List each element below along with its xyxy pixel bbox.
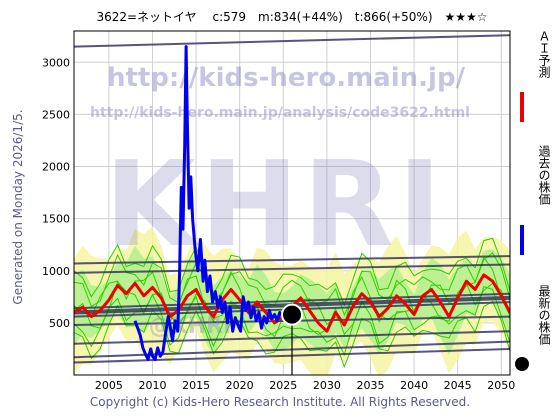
- legend-latest: 最新の株価: [515, 285, 551, 380]
- legend-ai-label: ＡＩ予測: [537, 30, 551, 78]
- y-tick-label: 500: [49, 317, 70, 330]
- y-tick-label: 2000: [42, 161, 70, 174]
- series-past-price: [133, 45, 293, 361]
- x-tick-label: 2015: [182, 379, 210, 392]
- y-tick-label: 1000: [42, 265, 70, 278]
- x-tick-label: 2020: [226, 379, 254, 392]
- legend-past-swatch: [520, 225, 524, 255]
- x-tick-label: 2050: [487, 379, 515, 392]
- x-tick-label: 2025: [269, 379, 297, 392]
- watermark-logo: KHRI: [105, 135, 446, 273]
- axes: 2005 2010 2015 2020 2025 2030 2035 2040 2045 2050…: [42, 56, 515, 392]
- watermark-url-main: http://kids-hero.main.jp/: [107, 63, 466, 93]
- generated-date: Generated on Monday 2026/1/5.: [11, 109, 25, 305]
- current-price-marker: [281, 303, 303, 375]
- trend-line-0: [74, 34, 510, 48]
- y-tick-label: 3000: [42, 56, 70, 69]
- legend-ai-swatch: [520, 92, 524, 122]
- watermark: KHRI http://kids-hero.main.jp/ http://ki…: [90, 63, 470, 339]
- watermark-url-analysis: http://kids-hero.main.jp/analysis/code36…: [90, 105, 470, 121]
- y-tick-label: 2500: [42, 108, 70, 121]
- copyright-footer: Copyright (c) Kids-Hero Research Institu…: [89, 395, 471, 409]
- watermark-logo-small: @KHRI: [149, 314, 232, 339]
- x-tick-label: 2010: [138, 379, 166, 392]
- y-tick-label: 1500: [42, 213, 70, 226]
- band-line-4: [74, 252, 510, 317]
- x-tick-label: 2040: [400, 379, 428, 392]
- legend-latest-swatch: [515, 357, 529, 371]
- band-line-5: [74, 237, 510, 307]
- legend-past-label: 過去の株価: [537, 145, 551, 205]
- legend-ai: ＡＩ予測: [515, 30, 551, 125]
- legend-latest-label: 最新の株価: [537, 285, 551, 345]
- current-price-dot: [281, 303, 303, 326]
- x-tick-label: 2005: [95, 379, 123, 392]
- x-tick-label: 2045: [444, 379, 472, 392]
- plot-frame: [73, 30, 511, 376]
- chart-title: 3622=ネットイヤ c:579 m:834(+44%) t:866(+50%)…: [96, 10, 488, 24]
- x-tick-label: 2030: [313, 379, 341, 392]
- trend-line-1: [74, 255, 510, 265]
- trend-line-2: [74, 263, 510, 274]
- legend: ＡＩ予測 過去の株価 最新の株価: [515, 30, 555, 380]
- legend-past: 過去の株価: [515, 145, 551, 265]
- x-tick-label: 2035: [356, 379, 384, 392]
